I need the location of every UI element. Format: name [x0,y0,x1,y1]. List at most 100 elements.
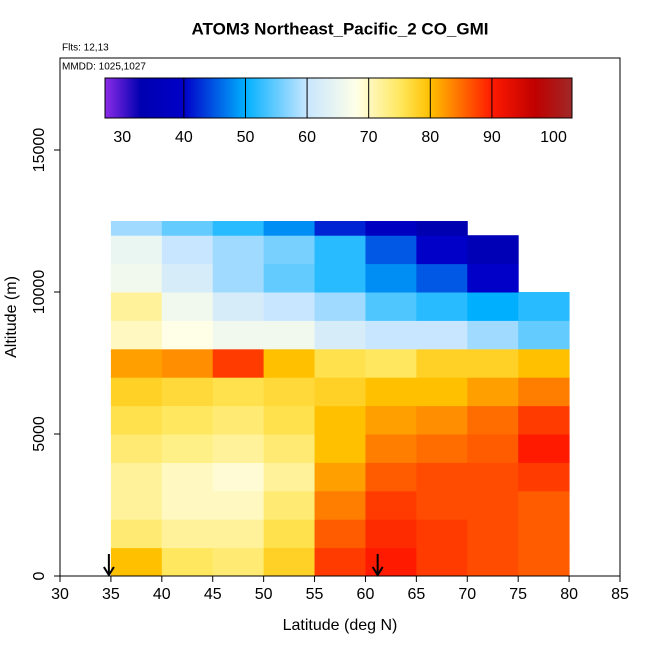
x-tick-label: 50 [255,586,273,603]
colorbar-tick-label: 30 [113,129,131,146]
heatmap-cell [212,221,265,236]
heatmap-cell [365,462,417,492]
x-tick-label: 80 [560,586,578,603]
heatmap-cell [467,235,519,265]
heatmap-cell [467,320,519,350]
y-tick-label: 10000 [31,270,48,315]
heatmap-cell [161,292,214,321]
heatmap-cell [314,405,366,435]
heatmap-cell [212,462,265,492]
heatmap-cell [263,320,316,350]
heatmap-cell [467,490,519,520]
heatmap-cell [263,377,316,407]
heatmap-cell [110,377,163,407]
heatmap-cell [263,292,316,321]
heatmap-cell [365,434,417,463]
x-tick-label: 35 [102,586,120,603]
y-tick-label: 0 [31,571,48,580]
heatmap-cell [263,405,316,435]
heatmap-cell [365,221,417,236]
heatmap-cell [263,263,316,293]
heatmap-cell [161,490,214,520]
heatmap-cell [467,462,519,492]
heatmap-cell [416,235,468,265]
heatmap-cell [263,547,316,577]
heatmap-cell [212,434,265,463]
heatmap-cell [314,547,366,577]
heatmap-cell [314,263,366,293]
heatmap-cell [518,292,570,321]
heatmap-cell [467,263,519,293]
heatmap-cell [161,547,214,577]
heatmap-cell [365,405,417,435]
colorbar-tick-label: 40 [175,129,193,146]
heatmap-cell [416,405,468,435]
colorbar-tick-label: 90 [483,129,501,146]
heatmap-cell [314,462,366,492]
heatmap-cell [416,221,468,236]
heatmap-cell [467,434,519,463]
heatmap-cell [161,221,214,236]
heatmap-cell [263,462,316,492]
heatmap-cell [365,235,417,265]
heatmap-cell [314,490,366,520]
heatmap-cell [518,320,570,350]
heatmap-cell [467,377,519,407]
heatmap-cell [110,263,163,293]
y-tick-label: 15000 [31,128,48,173]
heatmap-cell [467,405,519,435]
heatmap-cell [161,405,214,435]
colorbar-tick-label: 60 [298,129,316,146]
heatmap-cell [518,490,570,520]
heatmap-cell [110,405,163,435]
heatmap-cell [518,434,570,463]
heatmap-cell [416,434,468,463]
arrow [103,554,115,577]
heatmap-cell [518,462,570,492]
x-tick-label: 65 [407,586,425,603]
x-tick-label: 75 [509,586,527,603]
plot-frame [59,57,621,577]
heatmap-cell [212,490,265,520]
heatmap-cell [467,519,519,549]
arrow-head [371,566,384,577]
heatmap-cell [110,221,163,236]
flights-label: Flts: 12,13 [62,43,109,54]
heatmap-cell [416,462,468,492]
heatmap-cell [212,263,265,293]
heatmap-cell [110,547,163,577]
heatmap-cell [365,348,417,378]
heatmap-cell [518,405,570,435]
heatmap-cell [110,348,163,378]
heatmap-cell [161,462,214,492]
x-tick-label: 60 [357,586,375,603]
heatmap-cell [263,519,316,549]
heatmap-cell [314,434,366,463]
heatmap-cell [518,348,570,378]
heatmap-cell [518,519,570,549]
heatmap-cell [314,320,366,350]
heatmap-cell [467,292,519,321]
heatmap-cell [212,292,265,321]
heatmap-cell [263,235,316,265]
x-tick-label: 40 [153,586,171,603]
heatmap-cell [212,405,265,435]
heatmap-cell [518,377,570,407]
heatmap-cell [263,221,316,236]
heatmap-cell [161,519,214,549]
y-axis-label: Altitude (m) [3,276,20,358]
heatmap-cell [365,490,417,520]
heatmap-cell [416,348,468,378]
heatmap-cell [110,292,163,321]
heatmap-cell [365,292,417,321]
x-tick-label: 85 [611,586,629,603]
y-tick-label: 5000 [31,416,48,452]
heatmap-cell [110,519,163,549]
heatmap-cell [161,377,214,407]
colorbar-tick-label: 50 [237,129,255,146]
colorbar [104,77,573,119]
heatmap-cell [365,320,417,350]
heatmap-cell [263,490,316,520]
heatmap-cell [314,348,366,378]
heatmap-cell [263,434,316,463]
